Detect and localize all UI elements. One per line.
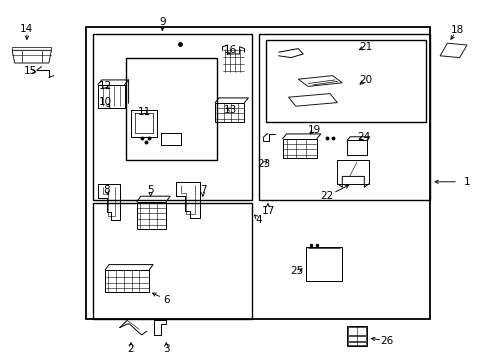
Text: 15: 15 [23,66,37,76]
Bar [305,247,342,281]
Text: 26: 26 [380,336,393,346]
Text: 3: 3 [163,344,169,354]
Bar [137,202,166,229]
Bar [282,139,316,158]
Text: 19: 19 [306,125,320,135]
Text: 20: 20 [359,75,371,85]
Bar [93,203,251,319]
Text: 12: 12 [98,81,112,91]
Text: 9: 9 [159,17,165,27]
Bar [126,58,216,160]
Text: 14: 14 [20,24,34,34]
Text: 23: 23 [257,159,270,169]
Bar [215,103,244,122]
Bar [347,327,365,335]
Text: 1: 1 [463,177,469,187]
Text: 24: 24 [357,132,370,142]
Bar [85,27,429,319]
Text: 16: 16 [224,45,237,55]
Bar [265,40,425,122]
Bar [93,34,251,200]
Text: 25: 25 [290,266,304,276]
Bar [259,34,429,200]
Text: 13: 13 [224,105,237,115]
Text: 17: 17 [261,206,274,216]
Text: 7: 7 [199,185,206,195]
Bar [347,336,365,341]
Text: 18: 18 [449,24,463,35]
Bar [346,140,366,155]
Text: 8: 8 [103,185,110,195]
Text: 2: 2 [127,344,134,354]
Bar [346,326,366,346]
Text: 10: 10 [99,97,111,107]
Bar [347,342,365,345]
Text: 21: 21 [358,42,372,52]
Text: 5: 5 [147,185,154,195]
Text: 22: 22 [319,191,333,201]
Text: 11: 11 [137,107,151,117]
Text: 6: 6 [163,294,169,305]
Bar [105,270,149,292]
Text: 4: 4 [255,215,262,225]
